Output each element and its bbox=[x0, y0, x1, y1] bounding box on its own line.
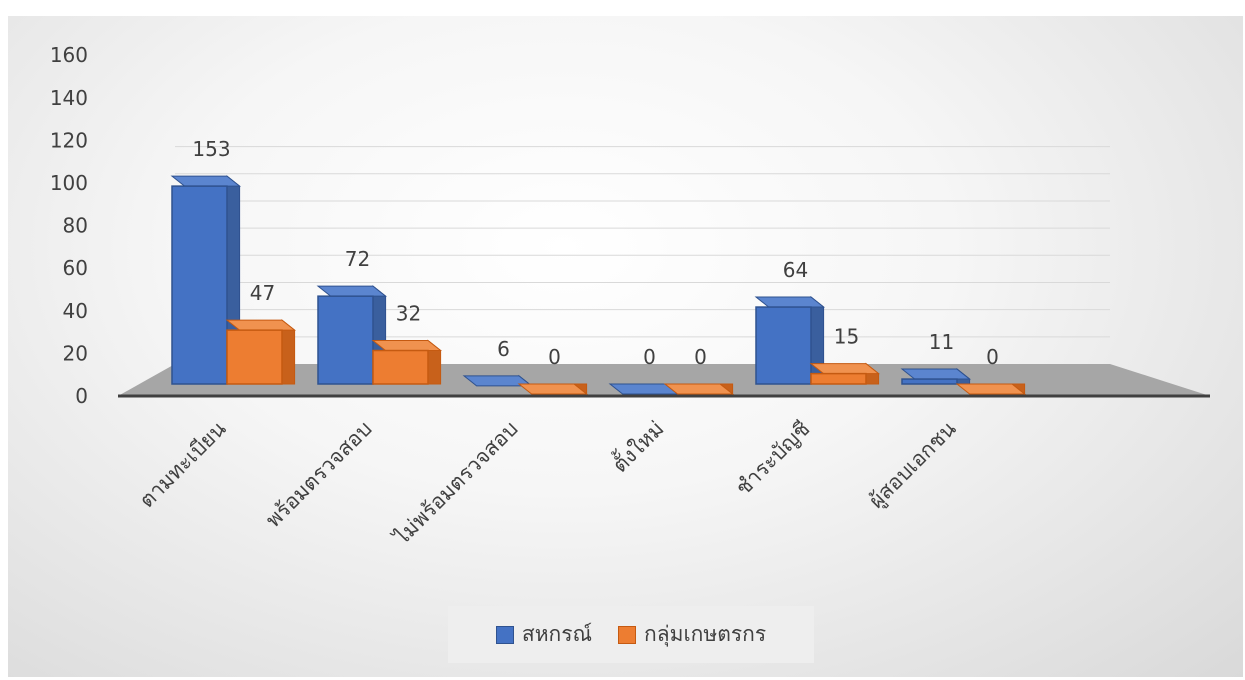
data-label: 0 bbox=[694, 345, 707, 369]
bar-top bbox=[900, 368, 972, 380]
legend-item-cooperative: สหกรณ์ bbox=[495, 618, 593, 651]
bar-top bbox=[809, 363, 881, 375]
legend-swatch-farmer-group bbox=[618, 625, 637, 644]
bar-front bbox=[901, 378, 958, 385]
data-label: 15 bbox=[834, 325, 859, 349]
bar-top bbox=[170, 175, 242, 187]
legend: สหกรณ์ กลุ่มเกษตรกร bbox=[448, 606, 814, 663]
x-category-label: ตั้งใหม่ bbox=[606, 414, 669, 477]
x-category-label: ผู้สอบเอกชน bbox=[864, 417, 961, 514]
y-tick-label: 0 bbox=[75, 384, 88, 408]
data-label: 72 bbox=[345, 247, 370, 271]
y-tick-label: 60 bbox=[63, 256, 88, 280]
bar-front bbox=[810, 372, 867, 385]
data-label: 0 bbox=[986, 345, 999, 369]
bar-front bbox=[171, 185, 228, 385]
x-category-label: ตามทะเบียน bbox=[135, 417, 231, 513]
y-tick-label: 100 bbox=[50, 171, 88, 195]
data-label: 153 bbox=[192, 137, 230, 161]
y-tick-label: 140 bbox=[50, 86, 88, 110]
data-label: 6 bbox=[497, 337, 510, 361]
x-category-label: ไม่พร้อมตรวจสอบ bbox=[388, 417, 522, 551]
y-tick-label: 20 bbox=[63, 341, 88, 365]
data-label: 64 bbox=[783, 258, 808, 282]
bar-top bbox=[316, 285, 388, 297]
y-tick-label: 120 bbox=[50, 128, 88, 152]
bar-front bbox=[755, 306, 812, 385]
data-label: 47 bbox=[250, 281, 275, 305]
bar-top bbox=[517, 383, 589, 395]
bar-top bbox=[371, 340, 443, 352]
y-tick-label: 40 bbox=[63, 299, 88, 323]
x-category-label: ชำระบัญชี bbox=[731, 417, 815, 501]
bar-front bbox=[372, 349, 429, 385]
legend-label-farmer-group: กลุ่มเกษตรกร bbox=[644, 622, 767, 646]
data-label: 0 bbox=[643, 345, 656, 369]
bar-front bbox=[226, 329, 283, 385]
legend-swatch-cooperative bbox=[495, 625, 514, 644]
data-label: 32 bbox=[396, 302, 421, 326]
legend-item-farmer-group: กลุ่มเกษตรกร bbox=[618, 618, 766, 651]
bar-top bbox=[225, 319, 297, 331]
data-label: 0 bbox=[548, 345, 561, 369]
bar-front bbox=[317, 295, 374, 385]
y-tick-label: 80 bbox=[63, 214, 88, 238]
legend-label-cooperative: สหกรณ์ bbox=[521, 622, 593, 646]
x-category-label: พร้อมตรวจสอบ bbox=[261, 417, 377, 533]
bar-top bbox=[754, 296, 826, 308]
bar-top bbox=[663, 383, 735, 395]
bar-top bbox=[955, 383, 1027, 395]
data-label: 11 bbox=[929, 330, 954, 354]
y-tick-label: 160 bbox=[50, 43, 88, 67]
